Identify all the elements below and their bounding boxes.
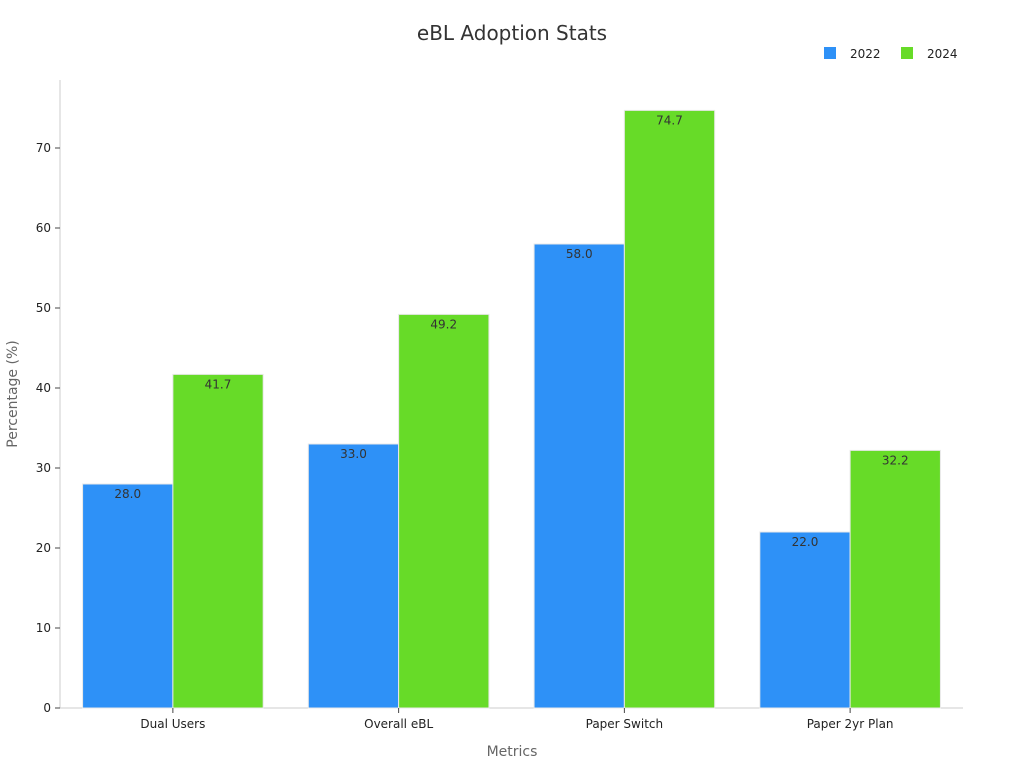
bar-2022-0 (82, 483, 174, 709)
legend-swatch-2024 (901, 47, 913, 59)
y-tick-label: 0 (43, 701, 51, 715)
y-tick-label: 50 (36, 301, 51, 315)
bar-2024-1 (398, 313, 490, 709)
bar-value-label: 41.7 (205, 377, 232, 391)
y-axis-ticks: 0 10 20 30 40 50 60 70 (36, 141, 60, 715)
x-tick-label: Dual Users (140, 717, 205, 731)
legend: 2022 2024 (824, 47, 958, 61)
bar-value-label: 22.0 (792, 535, 819, 549)
y-tick-label: 10 (36, 621, 51, 635)
legend-label-2024: 2024 (927, 47, 958, 61)
y-axis-title: Percentage (%) (5, 340, 21, 447)
y-tick-label: 20 (36, 541, 51, 555)
x-tick-label: Paper 2yr Plan (807, 717, 894, 731)
y-tick-label: 60 (36, 221, 51, 235)
bars-group (82, 109, 941, 709)
y-tick-label: 40 (36, 381, 51, 395)
bar-2022-3 (759, 531, 851, 709)
bar-2024-3 (849, 449, 941, 709)
bar-value-label: 32.2 (882, 453, 909, 467)
bar-2024-0 (172, 373, 264, 709)
bar-labels-group: 28.0 41.7 33.0 49.2 58.0 74.7 22.0 32.2 (114, 113, 908, 549)
bar-value-label: 33.0 (340, 447, 367, 461)
x-axis-ticks: Dual Users Overall eBL Paper Switch Paper 2… (140, 708, 894, 731)
bar-value-label: 49.2 (430, 317, 457, 331)
x-axis-title: Metrics (487, 744, 538, 760)
bar-2022-1 (307, 443, 400, 709)
bar-2024-2 (623, 109, 716, 709)
legend-label-2022: 2022 (850, 47, 881, 61)
x-tick-label: Paper Switch (586, 717, 663, 731)
y-tick-label: 70 (36, 141, 51, 155)
bar-value-label: 28.0 (114, 487, 141, 501)
bar-value-label: 58.0 (566, 247, 593, 261)
x-tick-label: Overall eBL (364, 717, 433, 731)
bar-value-label: 74.7 (656, 113, 683, 127)
bar-2022-2 (533, 243, 625, 709)
chart-title: eBL Adoption Stats (417, 21, 607, 45)
legend-swatch-2022 (824, 47, 836, 59)
y-tick-label: 30 (36, 461, 51, 475)
